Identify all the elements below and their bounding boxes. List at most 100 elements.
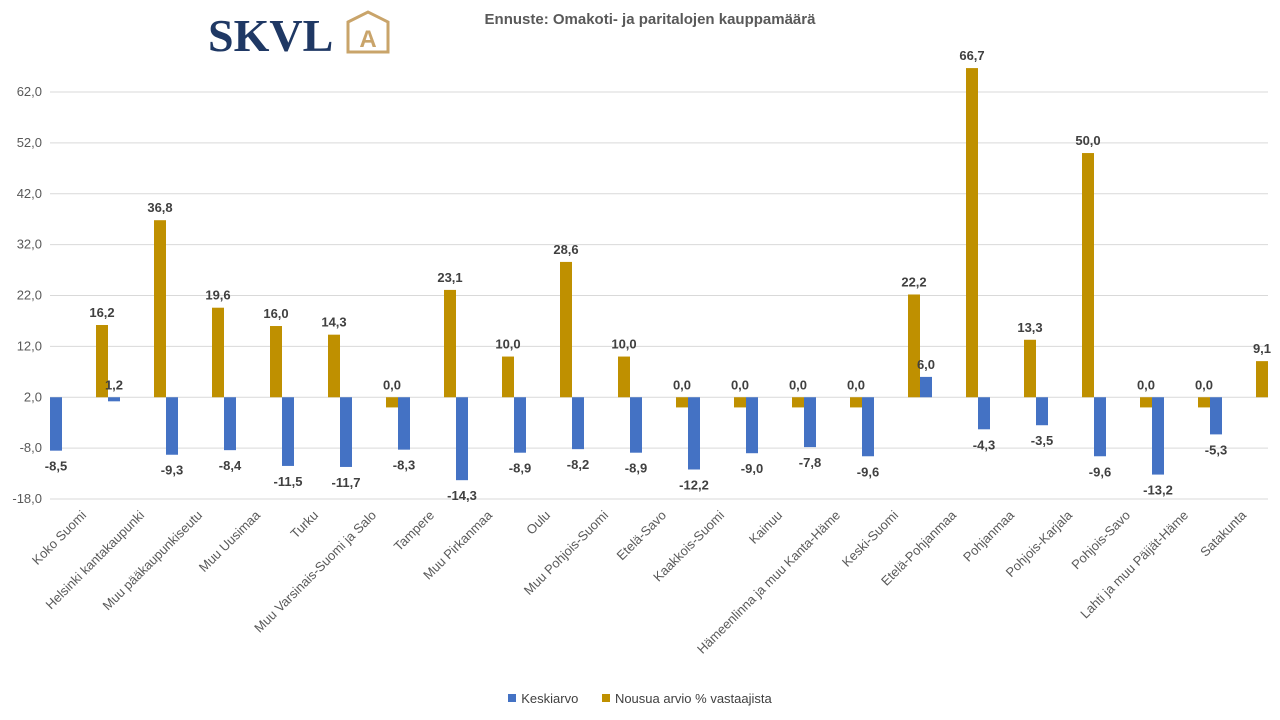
y-tick-label: 32,0 [17, 237, 42, 252]
data-label: 0,0 [673, 377, 691, 392]
data-label: 14,3 [321, 315, 346, 330]
data-label: 28,6 [553, 242, 578, 257]
data-label: 10,0 [611, 337, 636, 352]
bar-keskiarvo [224, 397, 236, 451]
data-label: 0,0 [1137, 377, 1155, 392]
bar-chart: -18,0 -8,0 2,0 12,0 22,0 32,0 42,0 52,0 62,0 -8,… [12, 48, 1271, 657]
skvl-logo: SKVL A [208, 10, 390, 61]
data-label: -8,9 [509, 461, 531, 476]
y-tick-label: 42,0 [17, 186, 42, 201]
x-tick-label: Kainuu [746, 508, 785, 547]
logo-house-mark: A [346, 10, 390, 54]
data-label: -14,3 [447, 488, 477, 503]
bar-nousua [270, 326, 282, 398]
bar-nousua [1140, 397, 1152, 408]
data-label: 16,2 [89, 305, 114, 320]
y-tick-label: 22,0 [17, 288, 42, 303]
data-label: -3,5 [1031, 433, 1053, 448]
data-label: -9,6 [857, 464, 879, 479]
data-labels: -8,5 16,2 1,2 36,8 -9,3 19,6 -8,4 16,0 -11,5 14,3… [45, 48, 1271, 503]
data-label: 66,7 [959, 48, 984, 63]
bar-nousua [560, 261, 572, 398]
bar-keskiarvo [398, 397, 410, 450]
bar-nousua [1198, 397, 1210, 408]
data-label: -13,2 [1143, 483, 1173, 498]
bar-keskiarvo [804, 397, 816, 448]
data-label: 0,0 [789, 377, 807, 392]
bar-keskiarvo [50, 397, 62, 451]
bar-keskiarvo [920, 376, 932, 398]
bar-keskiarvo [862, 397, 874, 457]
data-label: -11,7 [332, 475, 361, 490]
x-tick-label: Muu pääkaupunkiseutu [99, 508, 205, 614]
x-tick-label: Satakunta [1197, 507, 1250, 560]
bar-nousua [444, 289, 456, 398]
x-tick-label: Turku [287, 508, 321, 542]
data-label: 0,0 [731, 377, 749, 392]
bar-nousua [1256, 361, 1268, 398]
data-label: -9,3 [161, 463, 183, 478]
bar-nousua [1024, 339, 1036, 398]
x-tick-label: Muu Varsinais-Suomi ja Salo [251, 508, 379, 636]
data-label: -8,3 [393, 458, 415, 473]
legend-item-nousua: Nousua arvio % vastaajista [601, 690, 772, 706]
bar-nousua [850, 397, 862, 408]
data-label: 1,2 [105, 377, 123, 392]
bar-keskiarvo [108, 397, 120, 402]
y-tick-label: 12,0 [17, 338, 42, 353]
y-tick-label: 62,0 [17, 84, 42, 99]
bar-keskiarvo [340, 397, 352, 467]
data-label: -12,2 [679, 477, 709, 492]
data-label: -11,5 [274, 474, 303, 489]
gridlines [50, 91, 1268, 500]
data-label: 50,0 [1075, 133, 1100, 148]
data-label: 9,1 [1253, 341, 1271, 356]
logo-text: SKVL [208, 10, 333, 61]
data-label: 6,0 [917, 357, 935, 372]
bar-nousua [502, 356, 514, 398]
x-tick-label: Keski-Suomi [839, 507, 901, 569]
bar-nousua [96, 325, 108, 398]
y-axis-ticks: -18,0 -8,0 2,0 12,0 22,0 32,0 42,0 52,0 62,0 [12, 84, 42, 506]
data-label: -9,0 [741, 461, 763, 476]
data-label: 0,0 [1195, 377, 1213, 392]
data-label: -8,9 [625, 461, 647, 476]
x-tick-label: Tampere [391, 508, 437, 554]
data-label: -8,2 [567, 457, 589, 472]
bar-keskiarvo [166, 397, 178, 455]
y-tick-label: 52,0 [17, 135, 42, 150]
legend-label-keskiarvo: Keskiarvo [521, 690, 579, 706]
bars [50, 68, 1268, 481]
legend-swatch-keskiarvo [508, 694, 517, 702]
legend-label-nousua: Nousua arvio % vastaajista [614, 690, 772, 706]
bar-nousua [734, 397, 746, 408]
data-label: 10,0 [495, 337, 520, 352]
bar-nousua [386, 397, 398, 408]
bar-keskiarvo [688, 397, 700, 470]
data-label: 22,2 [901, 274, 926, 289]
bar-nousua [676, 397, 688, 408]
data-label: 0,0 [847, 377, 865, 392]
bar-keskiarvo [572, 397, 584, 450]
data-label: -8,5 [45, 459, 67, 474]
data-label: 19,6 [205, 288, 230, 303]
bar-keskiarvo [630, 397, 642, 453]
bar-keskiarvo [746, 397, 758, 454]
data-label: 23,1 [437, 270, 462, 285]
x-tick-label: Oulu [523, 508, 553, 538]
data-label: 13,3 [1017, 320, 1042, 335]
data-label: 36,8 [147, 200, 172, 215]
bar-keskiarvo [1210, 397, 1222, 435]
data-label: -8,4 [219, 458, 242, 473]
legend: Keskiarvo Nousua arvio % vastaajista [0, 690, 1280, 706]
x-tick-label: Helsinki kantakaupunki [42, 507, 147, 612]
chart-title: Ennuste: Omakoti- ja paritalojen kauppam… [484, 11, 816, 28]
bar-keskiarvo [1036, 397, 1048, 426]
legend-item-keskiarvo: Keskiarvo [508, 691, 578, 706]
logo-mark-letter: A [359, 26, 376, 53]
data-label: 0,0 [383, 377, 401, 392]
x-tick-label: Lahti ja muu Päijät-Häme [1077, 508, 1191, 622]
bar-keskiarvo [282, 397, 294, 466]
bar-nousua [1082, 153, 1094, 398]
